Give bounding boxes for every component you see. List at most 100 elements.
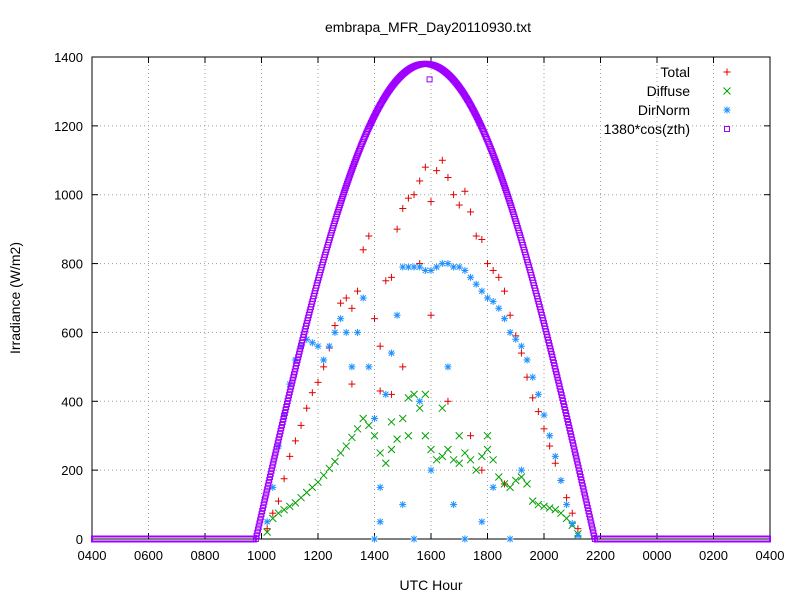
curve-point [571,446,578,453]
data-point [263,528,272,536]
data-point [269,509,277,517]
legend-marker [723,106,731,114]
curve-point [271,455,278,462]
data-point [534,408,542,416]
curve-point [270,458,277,465]
data-point [523,356,531,364]
data-point [382,390,390,398]
data-point [472,232,480,240]
curve-point [266,473,273,480]
legend-marker [723,68,731,76]
data-point [303,404,311,412]
data-point [477,452,486,461]
data-point [449,455,458,464]
curve-point [348,166,355,173]
data-point [478,466,486,474]
data-point [382,277,390,285]
curve-point [495,166,502,173]
data-point [280,475,288,483]
x-tick-label: 0200 [699,548,728,563]
data-point [427,445,435,454]
data-point [472,280,480,288]
curve-point [264,483,271,490]
y-tick-label: 400 [61,394,83,409]
data-point [478,287,486,295]
legend: Total Diffuse DirNorm 1380*cos(zth) [604,64,731,137]
data-point [354,287,362,295]
data-point [348,433,356,442]
curve-point [589,526,596,533]
data-point [263,518,271,526]
curve-point [574,458,581,465]
curve-point [252,536,259,542]
curve-point [352,157,359,164]
data-point [517,349,525,357]
data-point [331,457,339,466]
data-point [444,445,452,454]
curve-point [577,470,584,477]
series-1380-cos-zth- [91,60,771,543]
curve-point [278,425,285,432]
data-point [359,246,367,254]
data-point [427,198,435,206]
curve-point [254,526,261,533]
curve-point [490,151,497,158]
y-tick-labels: 0 200 400 600 800 1000 1200 1400 [54,50,83,547]
data-point [387,418,396,426]
curve-point [496,168,503,175]
curve-point [273,446,280,453]
data-point [455,431,464,440]
data-point [308,389,316,397]
data-point [483,431,492,440]
x-tick-label: 0400 [78,548,107,563]
data-point [506,311,514,319]
data-point [427,311,435,319]
data-point [574,532,582,540]
baseline-evening [593,535,771,543]
data-point [506,535,514,543]
data-point [371,415,378,422]
data-point [416,397,424,405]
curve-point [267,470,274,477]
curve-point [579,483,586,490]
curve-point [261,498,268,505]
curve-point [565,422,572,429]
curve-point [262,495,269,502]
curve-point [492,159,499,166]
curve-point [274,443,281,450]
data-point [506,483,514,492]
data-point [500,315,508,323]
curve-point [272,449,279,456]
data-point [551,452,559,460]
curve-point [588,520,595,527]
curve-point [574,461,581,468]
data-point [528,497,537,505]
data-point [348,304,356,312]
curve-point [258,511,265,518]
data-point [359,414,368,423]
y-tick-label: 1000 [54,188,83,203]
data-point [489,483,497,491]
curve-point [353,155,360,162]
data-point [472,466,481,474]
data-point [484,294,491,302]
data-point [517,466,525,474]
curve-point [565,419,572,426]
curve-point [280,416,287,423]
data-point [342,442,351,450]
series-diffuse [263,390,582,538]
data-point [393,311,401,319]
x-tick-label: 1800 [473,548,502,563]
data-point [461,449,469,457]
curve-point [262,492,269,499]
data-point [444,363,452,371]
data-point [540,502,548,511]
data-point [444,174,452,181]
data-point [512,335,520,343]
data-point [568,509,576,517]
curve-point [567,431,574,438]
curve-point [586,514,593,521]
x-tick-label: 0400 [756,548,785,563]
curve-point [346,172,353,179]
data-point [495,304,503,312]
